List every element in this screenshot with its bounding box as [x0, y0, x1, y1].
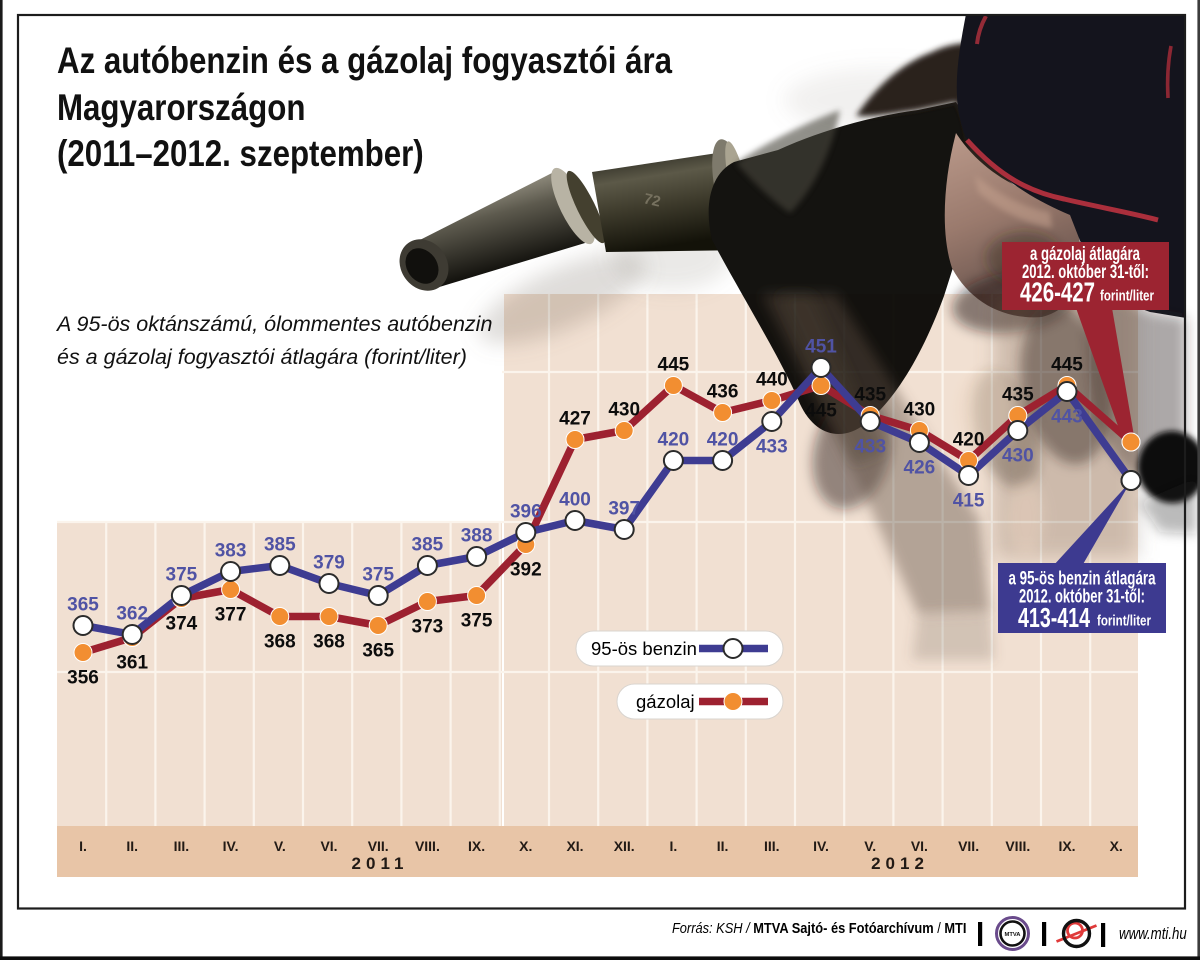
svg-text:427: 427	[559, 409, 591, 430]
svg-text:X.: X.	[1110, 838, 1123, 854]
svg-text:III.: III.	[174, 838, 190, 854]
svg-text:forint/liter: forint/liter	[1100, 288, 1154, 305]
svg-text:362: 362	[116, 604, 148, 625]
svg-text:443: 443	[1051, 407, 1083, 428]
svg-text:a gázolaj átlagára: a gázolaj átlagára	[1030, 243, 1140, 265]
svg-text:430: 430	[1002, 446, 1034, 467]
svg-text:X.: X.	[519, 838, 532, 854]
svg-text:V.: V.	[864, 838, 876, 854]
svg-text:374: 374	[166, 614, 198, 635]
svg-text:375: 375	[461, 611, 493, 632]
svg-text:433: 433	[854, 437, 886, 458]
svg-text:379: 379	[313, 553, 345, 574]
svg-text:95-ös benzin: 95-ös benzin	[591, 638, 697, 659]
svg-text:XII.: XII.	[614, 838, 635, 854]
svg-text:420: 420	[658, 430, 690, 451]
svg-text:2011: 2011	[352, 854, 409, 873]
svg-text:VI.: VI.	[911, 838, 928, 854]
svg-text:440: 440	[756, 370, 788, 391]
svg-text:388: 388	[461, 526, 493, 547]
svg-text:451: 451	[805, 337, 837, 358]
svg-text:III.: III.	[764, 838, 780, 854]
svg-text:433: 433	[756, 437, 788, 458]
svg-text:361: 361	[116, 653, 148, 674]
svg-text:420: 420	[707, 430, 739, 451]
svg-text:375: 375	[166, 565, 198, 586]
svg-text:445: 445	[658, 355, 690, 376]
svg-text:VIII.: VIII.	[415, 838, 440, 854]
svg-text:I.: I.	[79, 838, 87, 854]
svg-text:forint/liter: forint/liter	[1097, 613, 1151, 630]
svg-text:MTVA: MTVA	[1005, 932, 1022, 938]
svg-text:gázolaj: gázolaj	[636, 691, 695, 712]
svg-text:373: 373	[412, 617, 444, 638]
svg-text:392: 392	[510, 560, 542, 581]
svg-text:VII.: VII.	[958, 838, 979, 854]
svg-text:377: 377	[215, 605, 247, 626]
svg-text:365: 365	[67, 595, 99, 616]
svg-text:II.: II.	[717, 838, 729, 854]
svg-text:426: 426	[904, 458, 936, 479]
svg-text:XI.: XI.	[566, 838, 583, 854]
svg-text:445: 445	[805, 401, 837, 422]
svg-text:435: 435	[854, 385, 886, 406]
svg-text:385: 385	[264, 535, 296, 556]
svg-text:VII.: VII.	[368, 838, 389, 854]
svg-text:368: 368	[264, 632, 296, 653]
svg-text:a 95-ös benzin átlagára: a 95-ös benzin átlagára	[1009, 568, 1156, 590]
svg-text:430: 430	[608, 400, 640, 421]
svg-text:368: 368	[313, 632, 345, 653]
svg-text:II.: II.	[126, 838, 138, 854]
svg-text:400: 400	[559, 490, 591, 511]
svg-text:72: 72	[642, 190, 662, 210]
svg-text:420: 420	[953, 430, 985, 451]
svg-text:IX.: IX.	[1058, 838, 1075, 854]
svg-text:IV.: IV.	[223, 838, 239, 854]
svg-text:2012. október 31-től:: 2012. október 31-től:	[1022, 261, 1149, 283]
svg-text:I.: I.	[670, 838, 678, 854]
svg-text:VI.: VI.	[320, 838, 337, 854]
svg-text:396: 396	[510, 502, 542, 523]
svg-text:435: 435	[1002, 385, 1034, 406]
svg-text:426-427: 426-427	[1020, 277, 1095, 308]
svg-text:375: 375	[362, 565, 394, 586]
svg-text:415: 415	[953, 491, 985, 512]
svg-text:397: 397	[608, 499, 640, 520]
svg-text:2012. október 31-től:: 2012. október 31-től:	[1019, 586, 1145, 608]
svg-text:VIII.: VIII.	[1005, 838, 1030, 854]
svg-text:356: 356	[67, 668, 99, 689]
svg-text:383: 383	[215, 541, 247, 562]
svg-text:413-414: 413-414	[1018, 602, 1090, 633]
svg-text:436: 436	[707, 382, 739, 403]
svg-text:385: 385	[412, 535, 444, 556]
svg-text:IV.: IV.	[813, 838, 829, 854]
svg-text:2012: 2012	[871, 854, 929, 873]
svg-text:V.: V.	[274, 838, 286, 854]
svg-text:430: 430	[904, 400, 936, 421]
svg-text:445: 445	[1051, 355, 1083, 376]
svg-text:365: 365	[362, 641, 394, 662]
svg-text:IX.: IX.	[468, 838, 485, 854]
